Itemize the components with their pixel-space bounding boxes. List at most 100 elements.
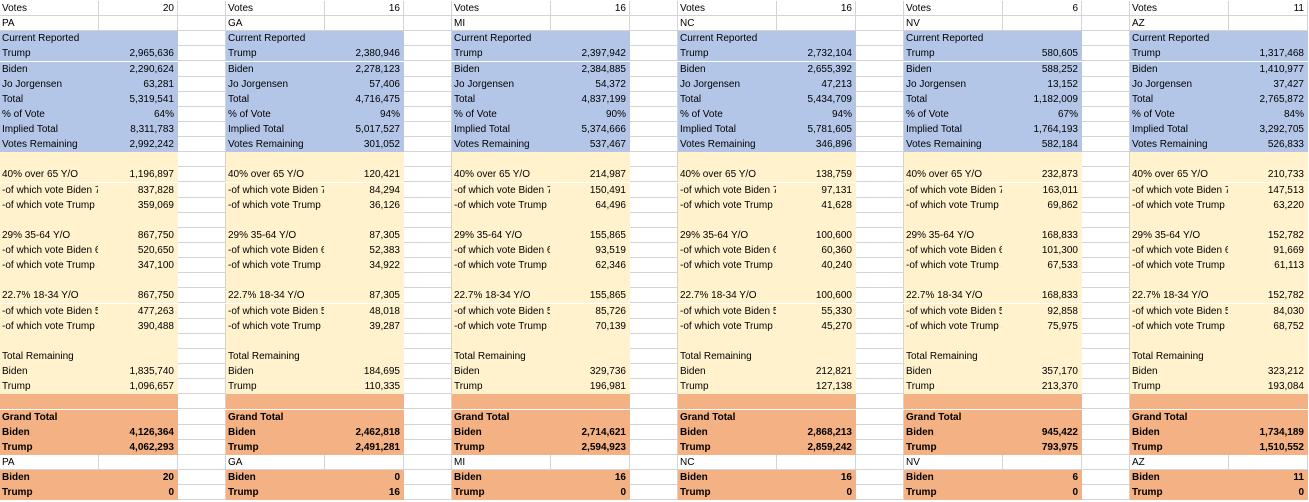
cell-mi-value-blank[interactable]: [551, 273, 630, 288]
cell-ga-value-over65-biden[interactable]: 84,294: [325, 183, 404, 198]
cell-ga-value-mid-trump[interactable]: 34,922: [325, 258, 404, 273]
cell-az-value-young-trump[interactable]: 68,752: [1229, 319, 1308, 334]
cell-gap[interactable]: [1082, 485, 1130, 500]
cell-gap[interactable]: [404, 228, 452, 243]
cell-nv-label-jorgensen[interactable]: Jo Jorgensen: [904, 77, 1003, 92]
cell-mi-value-mid-biden[interactable]: 93,519: [551, 243, 630, 258]
cell-gap[interactable]: [1082, 304, 1130, 319]
cell-gap[interactable]: [1082, 319, 1130, 334]
cell-nv-label-young[interactable]: 22.7% 18-34 Y/O: [904, 288, 1003, 303]
cell-gap[interactable]: [404, 62, 452, 77]
cell-gap[interactable]: [404, 183, 452, 198]
cell-nv-value-jorgensen[interactable]: 13,152: [1003, 77, 1082, 92]
cell-gap[interactable]: [178, 334, 226, 349]
cell-ga-value-biden[interactable]: 2,462,818: [325, 425, 404, 440]
cell-pa-label-current-reported[interactable]: Current Reported: [0, 31, 99, 46]
cell-nc-label-votes-remaining[interactable]: Votes Remaining: [678, 137, 777, 152]
cell-gap[interactable]: [856, 273, 904, 288]
cell-pa-label-jorgensen[interactable]: Jo Jorgensen: [0, 77, 99, 92]
cell-nc-value-young-biden[interactable]: 55,330: [777, 304, 856, 319]
cell-nv-label-over65-trump[interactable]: -of which vote Trump 30%: [904, 198, 1003, 213]
cell-mi-value-jorgensen[interactable]: 54,372: [551, 77, 630, 92]
cell-gap[interactable]: [630, 122, 678, 137]
cell-nc-label-implied-total[interactable]: Implied Total: [678, 122, 777, 137]
cell-gap[interactable]: [404, 152, 452, 167]
cell-gap[interactable]: [630, 46, 678, 61]
cell-pa-value-young-biden[interactable]: 477,263: [99, 304, 178, 319]
cell-mi-label-over65-trump[interactable]: -of which vote Trump 30%: [452, 198, 551, 213]
cell-gap[interactable]: [630, 92, 678, 107]
cell-ga-label-mid-biden[interactable]: -of which vote Biden 60%: [226, 243, 325, 258]
cell-gap[interactable]: [630, 183, 678, 198]
cell-gap[interactable]: [856, 46, 904, 61]
cell-pa-value-votes[interactable]: 20: [99, 1, 178, 16]
cell-gap[interactable]: [856, 379, 904, 394]
cell-gap[interactable]: [630, 62, 678, 77]
cell-nc-value-current-reported[interactable]: [777, 31, 856, 46]
cell-ga-label-blank[interactable]: [226, 273, 325, 288]
cell-mi-value-pct-vote[interactable]: 90%: [551, 107, 630, 122]
cell-az-value-total-remaining[interactable]: [1229, 349, 1308, 364]
cell-gap[interactable]: [178, 107, 226, 122]
cell-az-value-biden[interactable]: 11: [1229, 470, 1308, 485]
cell-ga-value-implied-total[interactable]: 5,017,527: [325, 122, 404, 137]
cell-mi-label-jorgensen[interactable]: Jo Jorgensen: [452, 77, 551, 92]
cell-nv-value-grand-total[interactable]: [1003, 410, 1082, 425]
cell-gap[interactable]: [404, 137, 452, 152]
cell-az-value-trump[interactable]: 0: [1229, 485, 1308, 500]
cell-nc-label-grand-total[interactable]: Grand Total: [678, 410, 777, 425]
cell-nv-value-over65-biden[interactable]: 163,011: [1003, 183, 1082, 198]
cell-ga-label-trump[interactable]: Trump: [226, 440, 325, 455]
cell-nv-label-trump[interactable]: Trump: [904, 379, 1003, 394]
cell-pa-label-young[interactable]: 22.7% 18-34 Y/O: [0, 288, 99, 303]
cell-nc-label-over65-trump[interactable]: -of which vote Trump 30%: [678, 198, 777, 213]
cell-gap[interactable]: [178, 485, 226, 500]
cell-nv-label-votes[interactable]: Votes: [904, 1, 1003, 16]
cell-gap[interactable]: [178, 243, 226, 258]
cell-mi-label-young-biden[interactable]: -of which vote Biden 55%: [452, 304, 551, 319]
cell-gap[interactable]: [404, 46, 452, 61]
cell-az-label-total-remaining[interactable]: Total Remaining: [1130, 349, 1229, 364]
cell-nv-value-total[interactable]: 1,182,009: [1003, 92, 1082, 107]
cell-gap[interactable]: [856, 122, 904, 137]
cell-ga-value-trump[interactable]: 2,491,281: [325, 440, 404, 455]
cell-ga-label-over65[interactable]: 40% over 65 Y/O: [226, 167, 325, 182]
cell-nv-label-grand-total[interactable]: Grand Total: [904, 410, 1003, 425]
cell-nc-value-total[interactable]: 5,434,709: [777, 92, 856, 107]
cell-nv-label-biden[interactable]: Biden: [904, 364, 1003, 379]
cell-az-label-current-reported[interactable]: Current Reported: [1130, 31, 1229, 46]
cell-nv-label-code[interactable]: NV: [904, 455, 1003, 470]
cell-gap[interactable]: [856, 243, 904, 258]
cell-gap[interactable]: [404, 410, 452, 425]
cell-nc-label-mid-trump[interactable]: -of which vote Trump 40%: [678, 258, 777, 273]
cell-gap[interactable]: [630, 31, 678, 46]
cell-nv-label-votes-remaining[interactable]: Votes Remaining: [904, 137, 1003, 152]
cell-nv-value-trump[interactable]: 213,370: [1003, 379, 1082, 394]
cell-mi-value-young-trump[interactable]: 70,139: [551, 319, 630, 334]
cell-gap[interactable]: [178, 122, 226, 137]
cell-mi-label-blank[interactable]: [452, 213, 551, 228]
cell-gap[interactable]: [1082, 92, 1130, 107]
cell-az-value-biden[interactable]: 1,410,977: [1229, 62, 1308, 77]
cell-nv-value-trump[interactable]: 793,975: [1003, 440, 1082, 455]
cell-az-label-grand-total[interactable]: Grand Total: [1130, 410, 1229, 425]
cell-nc-label-over65[interactable]: 40% over 65 Y/O: [678, 167, 777, 182]
cell-pa-label-blank[interactable]: [0, 152, 99, 167]
cell-gap[interactable]: [856, 334, 904, 349]
cell-mi-value-blank[interactable]: [551, 334, 630, 349]
cell-gap[interactable]: [630, 77, 678, 92]
cell-gap[interactable]: [1082, 258, 1130, 273]
cell-nv-value-over65-trump[interactable]: 69,862: [1003, 198, 1082, 213]
cell-nc-label-trump[interactable]: Trump: [678, 485, 777, 500]
cell-nv-label-blank[interactable]: [904, 334, 1003, 349]
cell-mi-value-biden[interactable]: 2,714,621: [551, 425, 630, 440]
cell-mi-value-votes-remaining[interactable]: 537,467: [551, 137, 630, 152]
cell-pa-value-implied-total[interactable]: 8,311,783: [99, 122, 178, 137]
cell-gap[interactable]: [178, 1, 226, 16]
cell-gap[interactable]: [404, 16, 452, 31]
cell-nv-value-young-trump[interactable]: 75,975: [1003, 319, 1082, 334]
cell-gap[interactable]: [178, 183, 226, 198]
cell-gap[interactable]: [856, 455, 904, 470]
cell-nc-label-code[interactable]: NC: [678, 455, 777, 470]
cell-az-label-over65[interactable]: 40% over 65 Y/O: [1130, 167, 1229, 182]
